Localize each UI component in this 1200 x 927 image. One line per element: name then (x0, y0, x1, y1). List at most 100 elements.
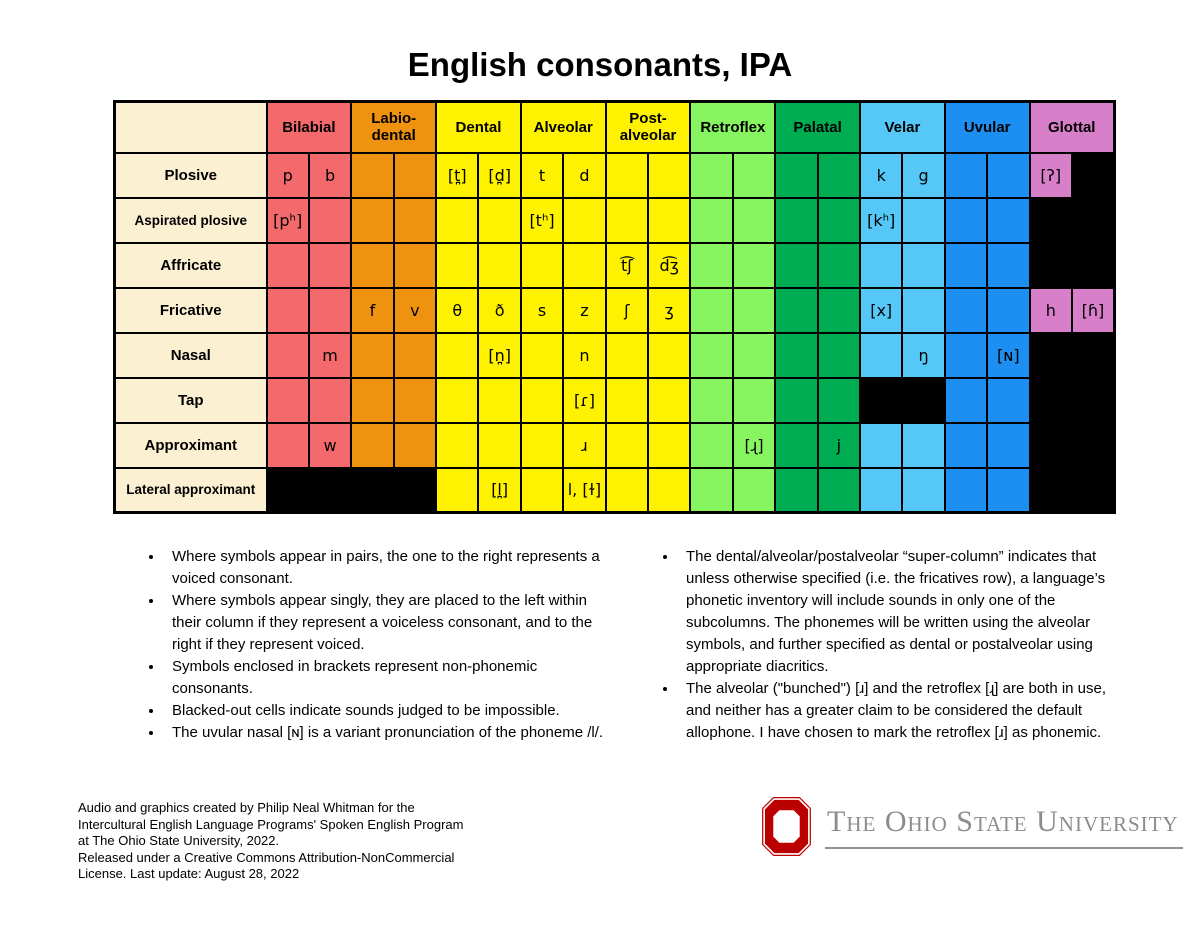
table-cell: g (901, 151, 946, 199)
column-header-labiodental: Labio- dental (350, 100, 438, 154)
table-cell: z (562, 286, 607, 334)
note-item: The dental/alveolar/postalveolar “super-… (678, 546, 1134, 678)
page-title: English consonants, IPA (407, 46, 793, 83)
table-row: Lateral approximant [l̪] l, [ɫ] (113, 466, 1116, 514)
table-cell: [n̪] (477, 331, 522, 379)
table-cell (901, 466, 946, 514)
table-cell (774, 241, 819, 289)
credits-line: Released under a Creative Commons Attrib… (78, 849, 455, 865)
table-cell: [ɴ] (986, 331, 1031, 379)
table-cell (986, 241, 1031, 289)
table-cell: [x] (858, 286, 904, 334)
table-cell (689, 376, 734, 424)
impossible-cell (1070, 241, 1116, 289)
table-row: Plosive p b [t̪] [d̪] t d k g [ʔ] (113, 151, 1116, 199)
table-cell (435, 241, 480, 289)
column-header-alveolar: Alveolar (519, 100, 607, 154)
table-cell (519, 421, 565, 469)
note-item: The uvular nasal [ɴ] is a variant pronun… (164, 722, 606, 744)
table-row: Nasal m [n̪] n ŋ [ɴ] (113, 331, 1116, 379)
table-header-row: Bilabial Labio- dental Dental Alveolar Post-… (113, 100, 1116, 154)
table-cell (731, 151, 777, 199)
table-cell (350, 421, 395, 469)
table-cell (604, 376, 650, 424)
table-cell (816, 196, 862, 244)
table-cell (731, 376, 777, 424)
osu-logo: The Ohio State University (762, 797, 1183, 856)
notes-left-list: Where symbols appear in pairs, the one t… (138, 546, 606, 744)
table-cell (901, 286, 946, 334)
impossible-cell (1028, 241, 1073, 289)
table-cell: w (307, 421, 353, 469)
table-cell: [tʰ] (519, 196, 565, 244)
table-cell (816, 151, 862, 199)
credits-text: Audio and graphics created by Philip Nea… (78, 800, 478, 883)
table-cell (858, 331, 904, 379)
impossible-cell (1070, 151, 1116, 199)
table-cell: n (562, 331, 607, 379)
table-cell (731, 466, 777, 514)
table-cell (816, 241, 862, 289)
table-cell (350, 151, 395, 199)
table-cell (477, 241, 522, 289)
osu-block-o-icon (762, 797, 811, 856)
table-cell: [pʰ] (265, 196, 310, 244)
note-item: Where symbols appear singly, they are pl… (164, 590, 606, 656)
column-header-uvular: Uvular (943, 100, 1031, 154)
impossible-cell (350, 466, 395, 514)
table-cell: s (519, 286, 565, 334)
osu-wordmark: The Ohio State University (825, 805, 1183, 849)
column-header-glottal: Glottal (1028, 100, 1116, 154)
impossible-cell (265, 466, 310, 514)
table-cell (689, 466, 734, 514)
impossible-cell (1028, 466, 1073, 514)
table-cell: t͡ʃ (604, 241, 650, 289)
table-cell: [ʔ] (1028, 151, 1073, 199)
notes-right-list: The dental/alveolar/postalveolar “super-… (652, 546, 1134, 744)
credits-line: License. Last update: August 28, 2022 (78, 866, 300, 881)
table-row: Aspirated plosive [pʰ] [tʰ] [kʰ] (113, 196, 1116, 244)
row-label: Plosive (113, 151, 268, 199)
table-cell (350, 241, 395, 289)
table-cell: d͡ʒ (647, 241, 692, 289)
table-cell (392, 331, 438, 379)
table-cell (689, 421, 734, 469)
table-cell (986, 286, 1031, 334)
notes-right: The dental/alveolar/postalveolar “super-… (652, 546, 1134, 744)
table-cell (943, 421, 989, 469)
table-cell: ʒ (647, 286, 692, 334)
table-cell (392, 421, 438, 469)
table-cell (689, 331, 734, 379)
table-cell (307, 286, 353, 334)
table-cell (435, 466, 480, 514)
impossible-cell (1028, 196, 1073, 244)
impossible-cell (1070, 376, 1116, 424)
table-cell (647, 196, 692, 244)
table-cell (604, 151, 650, 199)
impossible-cell (392, 466, 438, 514)
table-cell (647, 466, 692, 514)
table-cell (689, 286, 734, 334)
table-cell (477, 196, 522, 244)
table-cell (774, 286, 819, 334)
table-cell: ʃ (604, 286, 650, 334)
table-row: Approximant w ɹ [ɻ] j (113, 421, 1116, 469)
table-cell (435, 196, 480, 244)
table-cell: θ (435, 286, 480, 334)
table-cell (265, 331, 310, 379)
table-cell (350, 331, 395, 379)
table-cell (816, 466, 862, 514)
table-corner-cell (113, 100, 268, 154)
table-cell (943, 286, 989, 334)
column-header-retroflex: Retroflex (689, 100, 777, 154)
table-cell: k (858, 151, 904, 199)
table-cell (265, 421, 310, 469)
impossible-cell (1028, 331, 1073, 379)
table-cell: ð (477, 286, 522, 334)
table-body: Bilabial Labio- dental Dental Alveolar Post-… (113, 100, 1116, 514)
table-cell (519, 466, 565, 514)
table-cell: f (350, 286, 395, 334)
table-cell: [kʰ] (858, 196, 904, 244)
table-cell (435, 376, 480, 424)
table-cell (774, 466, 819, 514)
